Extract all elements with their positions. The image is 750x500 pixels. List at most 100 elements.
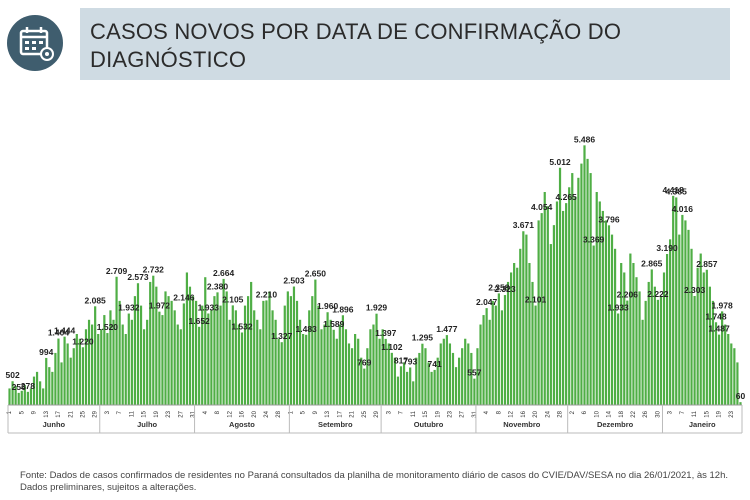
bar <box>167 296 170 405</box>
bar <box>81 347 85 405</box>
x-tick-label: 19 <box>154 410 160 417</box>
x-tick-label: 4 <box>484 410 490 414</box>
bar <box>292 286 296 405</box>
bar <box>369 329 372 405</box>
bar <box>586 158 589 405</box>
bar <box>72 348 75 405</box>
data-label: 1.532 <box>231 321 253 331</box>
bar <box>558 167 562 405</box>
data-label: 2.573 <box>127 272 149 282</box>
bar <box>311 296 314 405</box>
bar <box>286 291 289 405</box>
bar <box>598 201 601 405</box>
bar <box>265 300 268 405</box>
bar <box>112 319 115 405</box>
data-label: 1.748 <box>705 311 727 321</box>
bar <box>222 278 225 405</box>
x-tick-label: 31 <box>472 410 478 417</box>
bar <box>522 231 525 405</box>
bar <box>155 286 158 405</box>
x-tick-label: 1 <box>288 410 294 414</box>
bar <box>675 197 678 405</box>
bar <box>482 315 485 405</box>
bar <box>684 220 687 405</box>
data-label: 1.477 <box>436 324 458 334</box>
bar <box>225 291 228 405</box>
bar <box>66 343 69 405</box>
bar <box>644 300 647 405</box>
bar <box>415 357 418 405</box>
data-label: 1.487 <box>708 324 730 334</box>
data-label: 1.929 <box>366 303 388 313</box>
data-label: 1.404 <box>48 328 70 338</box>
bar <box>427 362 430 405</box>
bar <box>253 310 256 405</box>
data-label: 1.932 <box>118 303 140 313</box>
x-tick-label: 3 <box>668 410 674 414</box>
data-label: 1.295 <box>412 333 434 343</box>
bar <box>100 329 103 405</box>
data-label: 1.960 <box>317 301 339 311</box>
bar <box>451 352 455 405</box>
data-label: 1.397 <box>375 328 397 338</box>
data-label: 1.896 <box>332 304 354 314</box>
bar <box>366 348 369 405</box>
bar <box>378 338 381 405</box>
x-tick-label: 27 <box>178 410 184 417</box>
x-tick-label: 15 <box>423 410 429 417</box>
data-label: 2.664 <box>213 268 235 278</box>
bar <box>271 310 274 405</box>
bar <box>617 313 620 405</box>
month-label: Junho <box>43 420 66 429</box>
bar <box>194 300 198 405</box>
data-label: 2.085 <box>85 295 107 305</box>
bar <box>32 376 36 405</box>
bar <box>528 263 531 405</box>
bar <box>690 248 693 405</box>
bar <box>136 283 140 405</box>
data-label: 2.210 <box>256 289 278 299</box>
bar <box>23 385 26 405</box>
bar <box>724 324 727 405</box>
bar <box>14 386 17 405</box>
data-label: 1.102 <box>381 342 403 352</box>
x-tick-label: 21 <box>350 410 356 417</box>
x-tick-label: 4 <box>203 410 209 414</box>
bar <box>721 311 724 405</box>
bar <box>568 187 571 405</box>
x-tick-label: 11 <box>692 410 698 417</box>
bar <box>289 296 292 405</box>
bar <box>210 310 213 405</box>
x-tick-label: 13 <box>325 410 331 417</box>
x-tick-label: 16 <box>240 410 246 417</box>
bar <box>256 319 259 405</box>
bar <box>350 348 354 405</box>
bar <box>161 315 164 405</box>
bar <box>347 343 351 405</box>
x-tick-label: 20 <box>252 410 258 417</box>
bar <box>127 313 130 405</box>
x-tick-label: 28 <box>558 410 564 417</box>
x-tick-label: 3 <box>105 410 111 414</box>
bar <box>571 173 574 405</box>
bar <box>589 173 592 405</box>
bar <box>497 293 500 405</box>
bar <box>63 336 66 405</box>
bar <box>152 275 155 405</box>
bar <box>243 305 247 405</box>
data-label: 1.444 <box>54 326 76 336</box>
data-label: 3.190 <box>656 243 678 253</box>
x-tick-label: 1 <box>7 410 13 414</box>
bar <box>399 366 403 405</box>
bar <box>149 281 152 405</box>
bar <box>35 371 39 405</box>
bar <box>509 272 513 405</box>
bar <box>552 225 556 405</box>
data-label: 1.483 <box>296 324 318 334</box>
bar <box>488 319 491 405</box>
x-tick-label: 30 <box>655 410 661 417</box>
bar <box>436 357 439 405</box>
bar <box>601 210 604 405</box>
bar <box>610 234 614 405</box>
data-label: 2.105 <box>222 294 244 304</box>
